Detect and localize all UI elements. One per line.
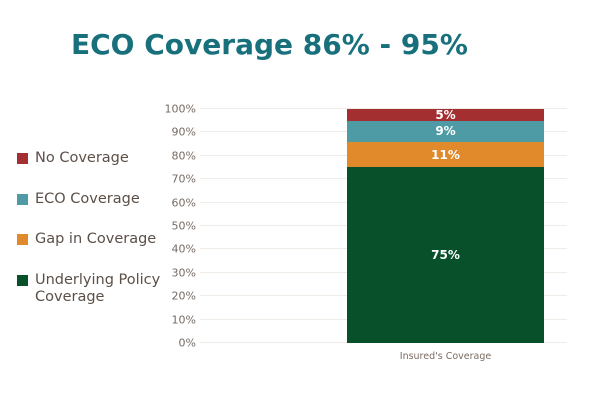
bar-segment-underlying-policy-coverage: 75% xyxy=(347,167,544,343)
legend-item: Gap in Coverage xyxy=(17,231,179,248)
y-tick-label: 50% xyxy=(171,219,196,233)
y-tick-label: 80% xyxy=(171,149,196,163)
legend-item-label: No Coverage xyxy=(35,150,129,166)
plot-area: Insured's Coverage 5% 9% 11% 75% xyxy=(200,108,567,362)
legend-item: ECO Coverage xyxy=(17,191,179,208)
y-tick-label: 0% xyxy=(178,336,196,350)
y-tick-label: 40% xyxy=(171,242,196,256)
legend-item: Underlying Policy Coverage xyxy=(17,272,179,305)
bar-segment-label: 9% xyxy=(435,124,456,139)
legend: No Coverage ECO Coverage Gap in Coverage Un… xyxy=(17,150,179,329)
bar-segment-label: 11% xyxy=(431,147,460,162)
legend-item: No Coverage xyxy=(17,150,179,167)
legend-swatch xyxy=(17,234,28,246)
y-tick-label: 100% xyxy=(164,102,196,116)
chart-title: ECO Coverage 86% - 95% xyxy=(71,28,468,61)
y-tick-label: 60% xyxy=(171,196,196,210)
legend-item-label: Underlying Policy Coverage xyxy=(35,272,161,305)
y-tick-label: 10% xyxy=(171,313,196,327)
legend-item-label: ECO Coverage xyxy=(35,190,140,207)
x-axis-category-label: Insured's Coverage xyxy=(399,351,492,362)
bar-segment-no-coverage: 5% xyxy=(347,109,544,121)
gridline xyxy=(200,108,567,109)
y-tick-label: 20% xyxy=(171,289,196,303)
y-tick-label: 70% xyxy=(171,172,196,186)
bar-segment-eco-coverage: 9% xyxy=(347,120,544,142)
bar-segment-gap-in-coverage: 11% xyxy=(347,141,544,168)
bar-segment-label: 75% xyxy=(431,248,460,263)
y-tick-label: 90% xyxy=(171,125,196,139)
legend-swatch xyxy=(17,153,28,164)
y-tick-label: 30% xyxy=(171,266,196,280)
y-axis: 0% 10% 20% 30% 40% 50% 60% 70% 80% 90% 100% xyxy=(150,103,196,350)
bar-segment-label: 5% xyxy=(435,107,456,122)
stacked-bar: 5% 9% 11% 75% xyxy=(347,109,544,343)
legend-swatch xyxy=(17,275,28,287)
legend-swatch xyxy=(17,193,28,205)
legend-item-label: Gap in Coverage xyxy=(35,231,157,248)
